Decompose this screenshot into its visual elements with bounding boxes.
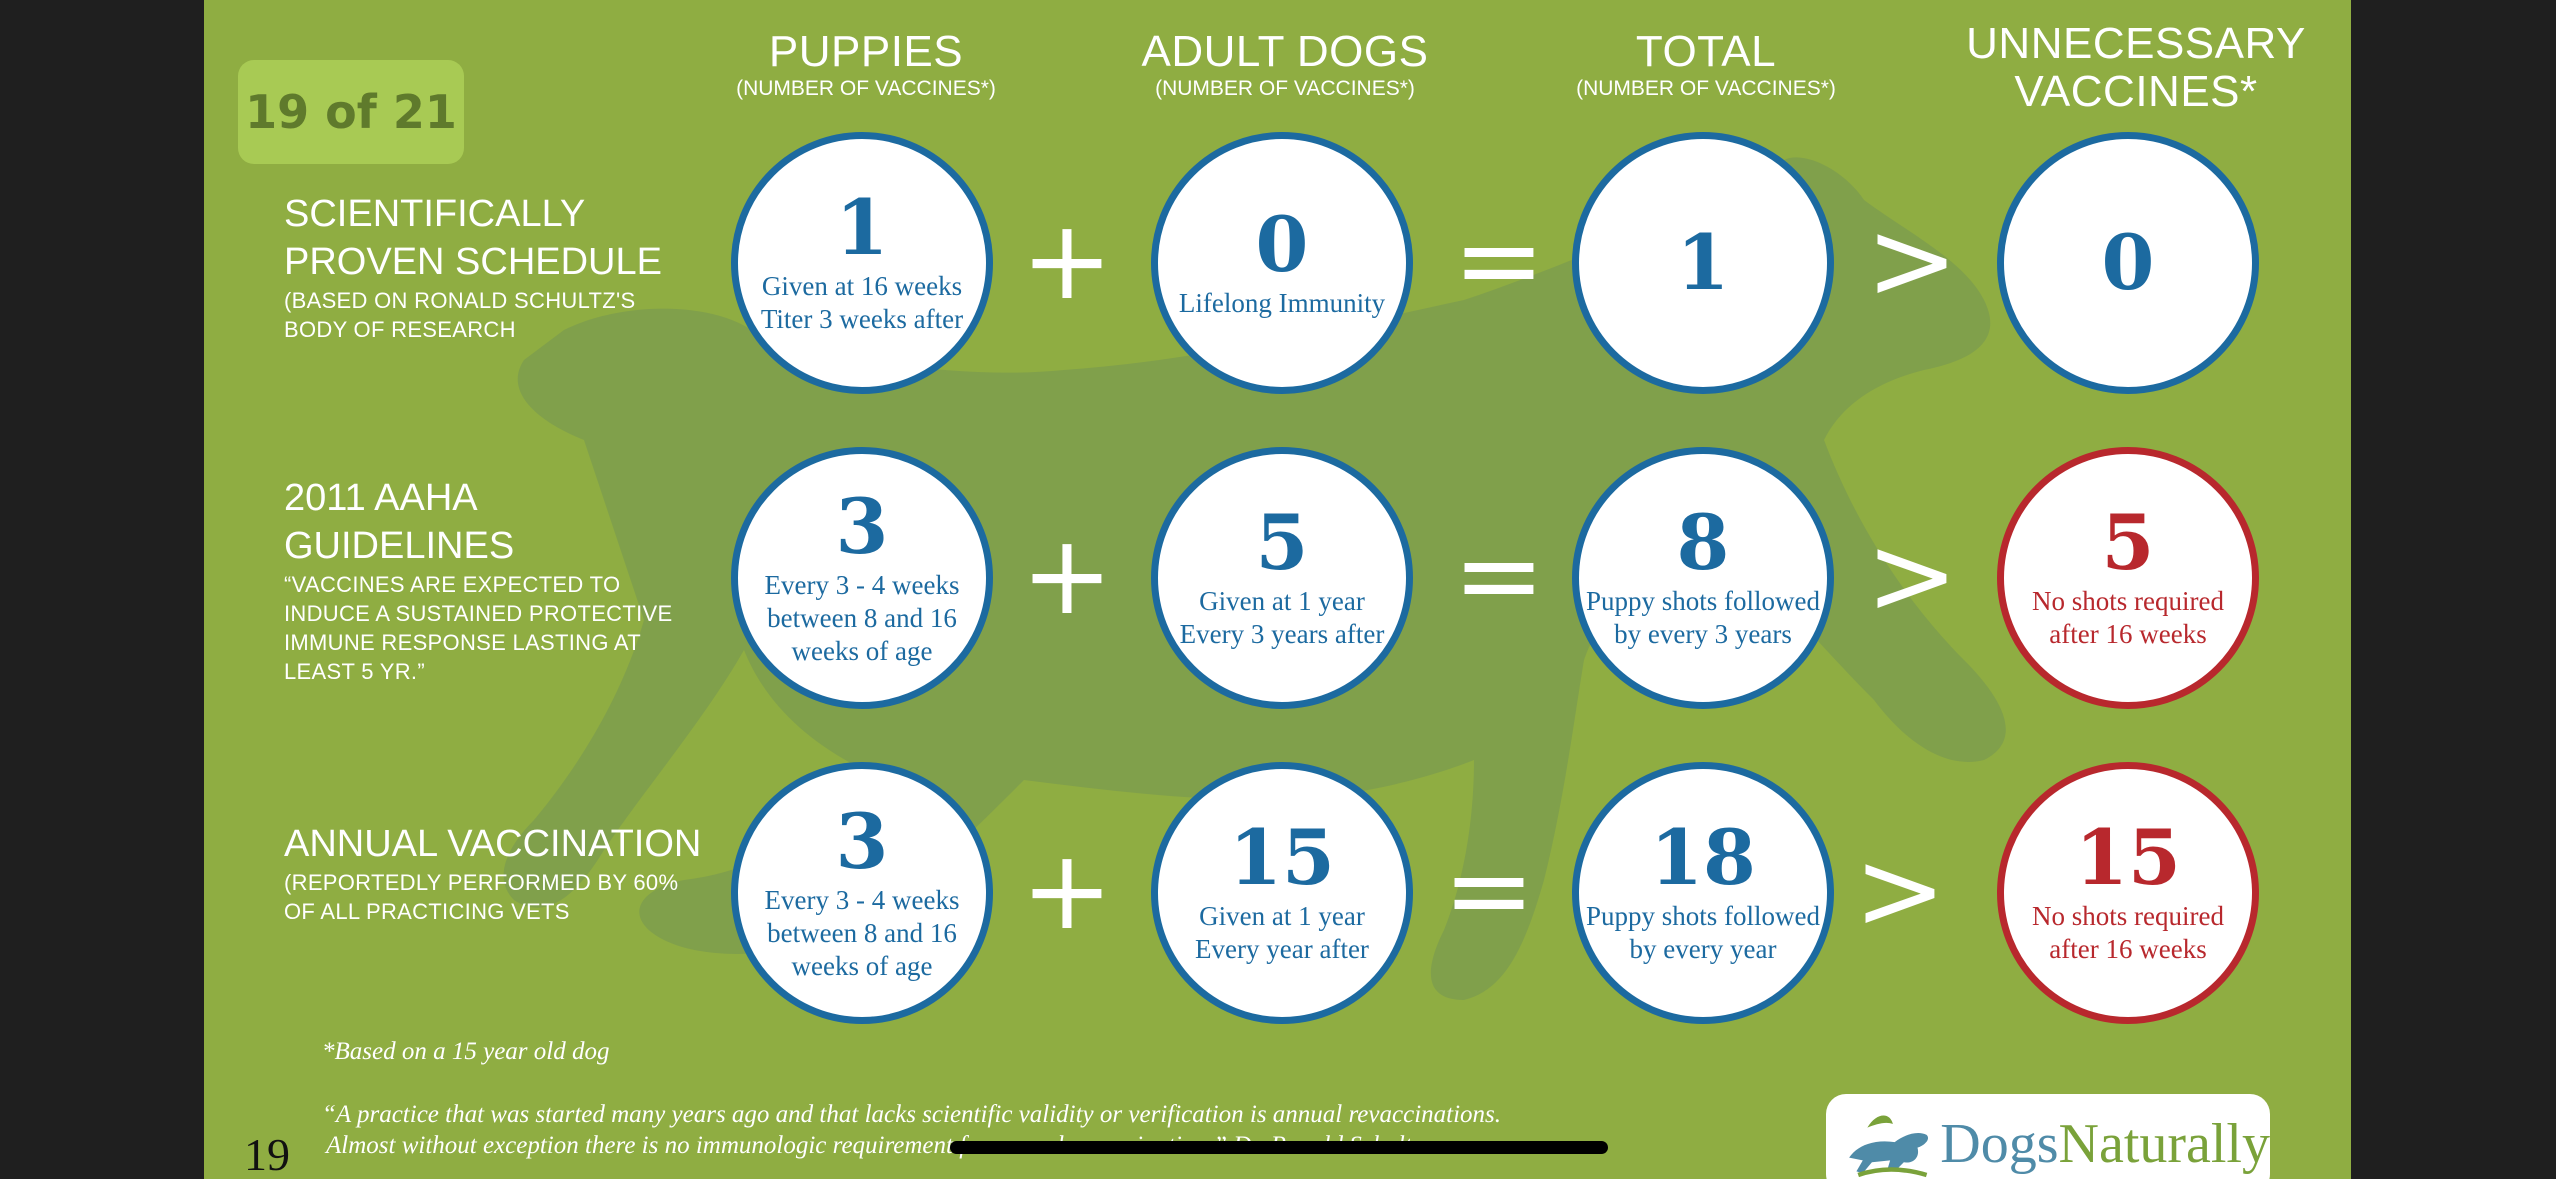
- column-header-unnecessary: UNNECESSARY VACCINES*: [1926, 20, 2346, 116]
- circle-number: 0: [2101, 218, 2155, 307]
- circle-number: 0: [1255, 199, 1309, 289]
- column-subtitle: (NUMBER OF VACCINES*): [736, 77, 996, 100]
- circle-number: 3: [835, 796, 889, 886]
- total-circle: 18 Puppy shots followed by every year: [1572, 762, 1834, 1024]
- slide-counter: 19 of 21: [238, 60, 464, 164]
- circle-number: 1: [1676, 218, 1730, 307]
- column-subtitle: (NUMBER OF VACCINES*): [1576, 77, 1836, 100]
- adult-circle: 0 Lifelong Immunity: [1151, 132, 1413, 394]
- page-number: 19: [244, 1129, 290, 1179]
- circle-caption: No shots required after 16 weeks: [2032, 586, 2224, 649]
- column-header-adult-dogs: ADULT DOGS (NUMBER OF VACCINES*): [1105, 28, 1465, 102]
- adult-circle: 15 Given at 1 year Every year after: [1151, 762, 1413, 1024]
- circle-caption: Given at 1 year Every 3 years after: [1179, 586, 1385, 649]
- circle-caption: Every 3 - 4 weeks between 8 and 16 weeks…: [764, 884, 960, 981]
- circle-number: 5: [1255, 498, 1309, 587]
- puppies-circle: 1 Given at 16 weeks Titer 3 weeks after: [731, 132, 993, 394]
- row-label-aaha: 2011 AAHA GUIDELINES “VACCINES ARE EXPEC…: [284, 474, 684, 686]
- adult-circle: 5 Given at 1 year Every 3 years after: [1151, 447, 1413, 709]
- column-title: TOTAL: [1635, 27, 1777, 76]
- unnecessary-circle: 0: [1997, 132, 2259, 394]
- puppies-circle: 3 Every 3 - 4 weeks between 8 and 16 wee…: [731, 447, 993, 709]
- plus-sign: +: [1020, 511, 1114, 639]
- circle-number: 1: [835, 183, 889, 272]
- circle-number: 3: [835, 481, 889, 571]
- letterbox-left: [0, 0, 204, 1179]
- circle-number: 5: [2101, 498, 2155, 587]
- greater-than-sign: >: [1865, 511, 1959, 639]
- dogs-naturally-logo: Dogs Naturally: [1826, 1094, 2270, 1179]
- greater-than-sign: >: [1853, 826, 1947, 954]
- row-title: 2011 AAHA GUIDELINES: [284, 477, 515, 567]
- plus-sign: +: [1020, 826, 1114, 954]
- logo-word-naturally: Naturally: [2058, 1113, 2270, 1175]
- row-subtitle: (REPORTEDLY PERFORMED BY 60% OF ALL PRAC…: [284, 870, 679, 924]
- home-indicator-bar[interactable]: [950, 1141, 1608, 1154]
- equals-sign: =: [1442, 826, 1536, 954]
- row-subtitle: (BASED ON RONALD SCHULTZ'S BODY OF RESEA…: [284, 288, 636, 342]
- letterbox-right: [2351, 0, 2556, 1179]
- circle-caption: Lifelong Immunity: [1178, 287, 1386, 318]
- circle-number: 8: [1676, 498, 1730, 587]
- row-title: ANNUAL VACCINATION: [284, 823, 702, 865]
- equals-sign: =: [1452, 196, 1546, 324]
- plus-sign: +: [1020, 196, 1114, 324]
- quote-line-1: “A practice that was started many years …: [322, 1101, 1502, 1128]
- circle-caption: Every 3 - 4 weeks between 8 and 16 weeks…: [764, 569, 960, 666]
- dog-logo-icon: [1849, 1115, 1929, 1178]
- greater-than-sign: >: [1865, 196, 1959, 324]
- row-label-scientific: SCIENTIFICALLY PROVEN SCHEDULE (BASED ON…: [284, 190, 664, 344]
- column-header-total: TOTAL (NUMBER OF VACCINES*): [1526, 28, 1886, 102]
- circle-caption: Given at 1 year Every year after: [1195, 901, 1369, 964]
- column-title: UNNECESSARY VACCINES*: [1966, 19, 2306, 116]
- unnecessary-circle: 15 No shots required after 16 weeks: [1997, 762, 2259, 1024]
- footnote: *Based on a 15 year old dog: [322, 1038, 610, 1065]
- circle-caption: Puppy shots followed by every year: [1585, 901, 1820, 964]
- slide: 19 of 21 PUPPIES (NUMBER OF VACCINES*) A…: [204, 0, 2351, 1179]
- row-label-annual: ANNUAL VACCINATION (REPORTEDLY PERFORMED…: [284, 820, 704, 926]
- row-subtitle: “VACCINES ARE EXPECTED TO INDUCE A SUSTA…: [284, 572, 673, 684]
- total-circle: 8 Puppy shots followed by every 3 years: [1572, 447, 1834, 709]
- column-subtitle: (NUMBER OF VACCINES*): [1155, 77, 1415, 100]
- circle-number: 15: [1229, 813, 1335, 902]
- column-title: PUPPIES: [768, 27, 964, 76]
- circle-caption: Puppy shots followed by every 3 years: [1585, 586, 1820, 649]
- row-title: SCIENTIFICALLY PROVEN SCHEDULE: [284, 193, 662, 283]
- logo-word-dogs: Dogs: [1940, 1113, 2059, 1175]
- total-circle: 1: [1572, 132, 1834, 394]
- circle-number: 15: [2075, 813, 2181, 902]
- column-header-puppies: PUPPIES (NUMBER OF VACCINES*): [686, 28, 1046, 102]
- puppies-circle: 3 Every 3 - 4 weeks between 8 and 16 wee…: [731, 762, 993, 1024]
- circle-caption: No shots required after 16 weeks: [2032, 901, 2224, 964]
- circle-number: 18: [1650, 813, 1756, 902]
- equals-sign: =: [1452, 511, 1546, 639]
- column-title: ADULT DOGS: [1141, 27, 1429, 76]
- unnecessary-circle: 5 No shots required after 16 weeks: [1997, 447, 2259, 709]
- circle-caption: Given at 16 weeks Titer 3 weeks after: [760, 271, 964, 334]
